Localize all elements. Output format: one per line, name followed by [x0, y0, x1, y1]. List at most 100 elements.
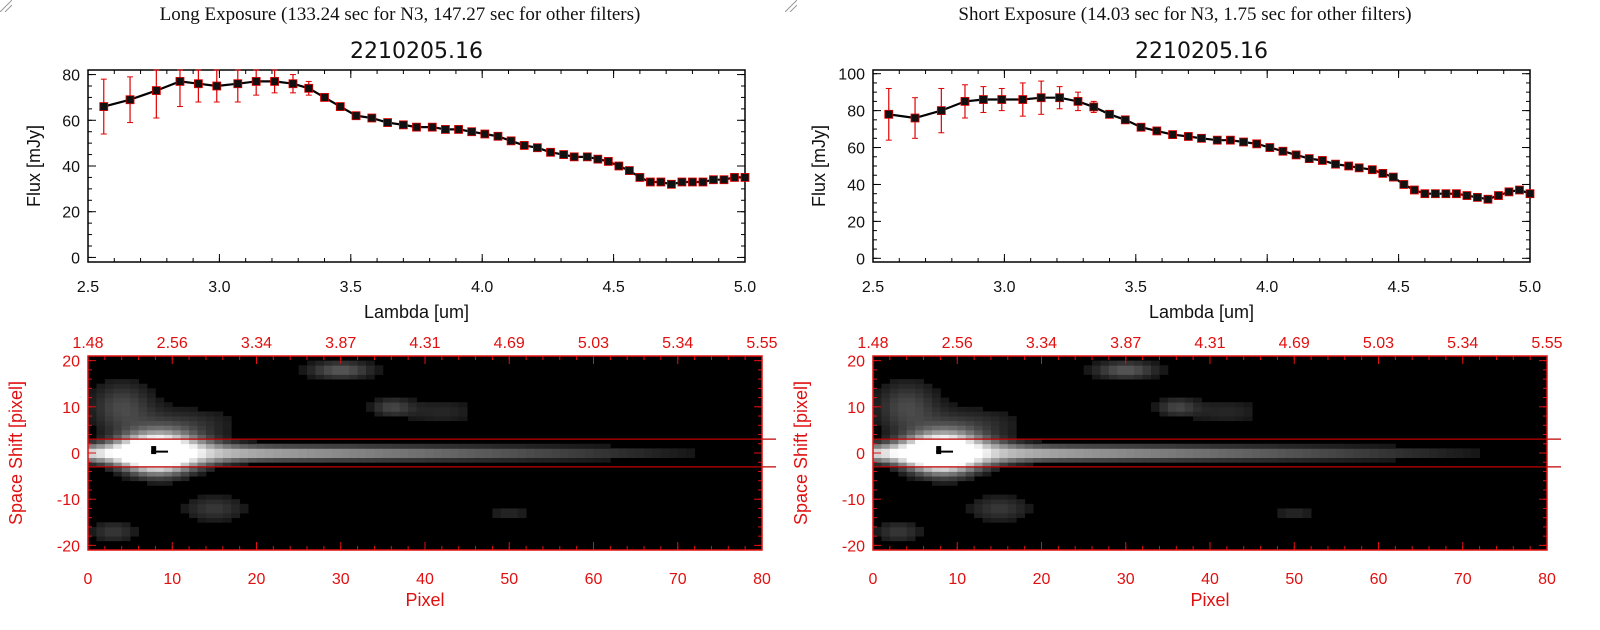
image-pixel [1218, 448, 1228, 454]
data-point [1197, 133, 1206, 143]
data-point [1409, 185, 1419, 195]
image-pixel [551, 448, 561, 454]
image-pixel [1319, 457, 1329, 463]
image-pixel [923, 416, 933, 422]
image-pixel [974, 420, 983, 426]
top-axis-tick-label: 2.56 [942, 335, 973, 352]
image-pixel [1226, 416, 1236, 422]
image-pixel [1395, 453, 1405, 459]
image-pixel [509, 453, 519, 459]
image-pixel [130, 434, 139, 440]
image-pixel [231, 508, 241, 514]
data-point [1515, 185, 1524, 195]
image-pixel [1226, 448, 1236, 454]
image-pixel [1041, 443, 1051, 449]
y-tick-label: 60 [62, 113, 80, 130]
image-pixel [990, 420, 1000, 426]
image-pixel [408, 448, 417, 454]
image-pixel [1201, 443, 1211, 449]
image-pixel [1370, 457, 1379, 463]
image-pixel [948, 453, 958, 459]
image-pixel [222, 517, 232, 523]
image-pixel [290, 457, 300, 463]
x-tick-label: 2.5 [862, 279, 884, 296]
image-pixel [1167, 448, 1177, 454]
image-pixel [458, 453, 468, 459]
image-pixel [231, 457, 241, 463]
y-tick-label: -20 [57, 538, 80, 555]
image-pixel [96, 420, 106, 426]
image-pixel [931, 476, 941, 482]
image-xlabel: Pixel [1190, 590, 1229, 610]
image-pixel [1462, 453, 1472, 459]
image-pixel [425, 406, 434, 412]
image-pixel [1007, 420, 1017, 426]
image-pixel [957, 439, 967, 445]
image-pixel [898, 457, 908, 463]
image-pixel [1007, 508, 1017, 514]
x-tick-label: 70 [669, 571, 687, 588]
image-pixel [1218, 457, 1228, 463]
image-pixel [1100, 457, 1110, 463]
data-point [730, 173, 739, 182]
resize-grip-icon[interactable] [785, 0, 797, 12]
image-pixel [205, 494, 215, 500]
image-pixel [982, 494, 992, 500]
image-pixel [898, 471, 908, 477]
image-pixel [138, 425, 148, 431]
image-pixel [906, 448, 916, 454]
image-pixel [873, 397, 882, 403]
image-pixel [923, 392, 933, 398]
image-pixel [957, 457, 967, 463]
image-pixel [898, 466, 908, 472]
image-pixel [366, 365, 375, 371]
image-pixel [1218, 443, 1228, 449]
image-pixel [189, 443, 198, 449]
image-pixel [940, 429, 950, 435]
image-pixel [239, 462, 249, 468]
image-pixel [273, 443, 283, 449]
image-pixel [1134, 443, 1144, 449]
x-tick-label: 20 [1033, 571, 1051, 588]
image-pixel [1386, 453, 1396, 459]
image-pixel [873, 402, 882, 408]
image-pixel [408, 402, 417, 408]
image-pixel [1302, 457, 1312, 463]
image-pixel [1159, 457, 1169, 463]
image-pixel [130, 379, 139, 385]
image-pixel [1007, 434, 1017, 440]
image-pixel [155, 411, 165, 417]
image-pixel [113, 420, 123, 426]
image-pixel [180, 416, 190, 422]
image-pixel [425, 457, 434, 463]
image-pixel [915, 425, 924, 431]
image-pixel [104, 462, 114, 468]
image-pixel [1210, 457, 1219, 463]
image-pixel [982, 439, 992, 445]
image-pixel [205, 508, 215, 514]
image-pixel [366, 443, 375, 449]
resize-grip-icon[interactable] [0, 0, 12, 12]
data-point [1317, 156, 1327, 165]
x-tick-label: 4.0 [471, 279, 493, 296]
image-pixel [492, 513, 502, 519]
image-pixel [652, 453, 662, 459]
image-pixel [601, 448, 611, 454]
y-tick-label: 20 [62, 354, 80, 371]
image-pixel [1125, 453, 1135, 459]
image-pixel [1075, 448, 1085, 454]
x-tick-label: 5.0 [734, 279, 756, 296]
top-axis-tick-label: 5.34 [662, 335, 693, 352]
image-pixel [906, 379, 916, 385]
image-pixel [155, 443, 165, 449]
image-pixel [264, 457, 274, 463]
image-pixel [155, 462, 165, 468]
image-pixel [172, 411, 182, 417]
image-pixel [1176, 397, 1186, 403]
image-pixel [1210, 406, 1219, 412]
image-pixel [104, 425, 114, 431]
data-point [441, 125, 450, 134]
image-pixel [906, 392, 916, 398]
image-pixel [222, 462, 232, 468]
image-pixel [1302, 453, 1312, 459]
